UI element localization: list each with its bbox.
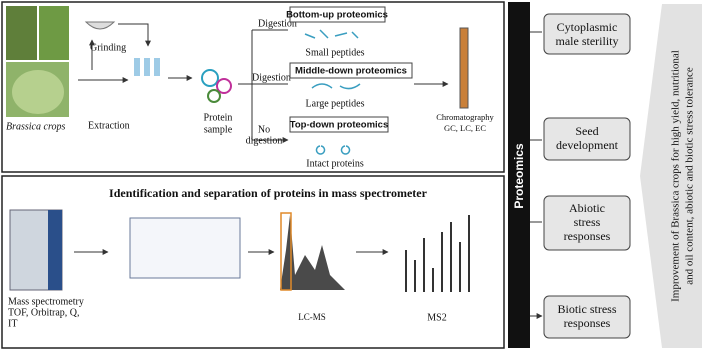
illustration [144, 58, 150, 76]
sidebar [508, 2, 530, 348]
connector [84, 21, 116, 30]
lcms-label: LC-MS [298, 312, 326, 322]
illustration [280, 212, 292, 291]
digestion-label: Digestion [258, 18, 297, 29]
top-panel: Brassica crops Grinding Extraction Prote… [1, 1, 505, 173]
illustration [1, 1, 505, 173]
connector [405, 215, 470, 292]
application: Seed [575, 124, 598, 138]
illustration [1, 175, 505, 349]
connector [280, 215, 345, 290]
panel-title: Identification and separation of protein… [109, 186, 428, 200]
connector [238, 29, 288, 140]
connector [118, 23, 151, 47]
illustration [129, 217, 241, 279]
illustration [39, 6, 69, 60]
illustration [543, 117, 631, 161]
crops-label: Brassica crops [6, 121, 65, 132]
extraction-label: Extraction [88, 120, 130, 131]
application: Biotic stress [558, 302, 617, 316]
illustration [154, 58, 160, 76]
illustration [216, 78, 232, 94]
application: responses [564, 316, 611, 330]
outcome-text: Improvement of Brassica crops for high y… [670, 50, 682, 302]
method-box: Bottom-up proteomics [286, 10, 388, 21]
protein-sample-label: Protein [204, 112, 233, 123]
connector [304, 29, 361, 155]
illustration [134, 58, 140, 76]
connector [530, 31, 542, 316]
ms2-label: MS2 [427, 312, 446, 323]
illustration [201, 69, 219, 87]
digestion-label: Digestion [252, 72, 291, 83]
application: development [556, 138, 619, 152]
ms-label: TOF, Orbitrap, Q, [8, 307, 80, 318]
product-label: Small peptides [305, 47, 364, 58]
application: responses [564, 229, 611, 243]
method-box: Middle-down proteomics [295, 66, 407, 77]
applications: Cytoplasmic male sterility Seed developm… [530, 13, 631, 339]
ms-label: Mass spectrometry [8, 296, 84, 307]
method-box: Top-down proteomics [290, 120, 389, 131]
illustration [289, 62, 413, 79]
illustration [289, 116, 389, 133]
illustration [6, 6, 37, 60]
illustration [543, 195, 631, 251]
protein-sample-label: sample [204, 124, 233, 135]
application: Abiotic [569, 201, 605, 215]
outcome-text: and oil content, abiotic and biotic stre… [684, 67, 696, 285]
digestion-label: No [258, 124, 270, 135]
chromatography-label: Chromatography [436, 112, 494, 122]
application: stress [574, 215, 601, 229]
illustration [12, 70, 64, 114]
bottom-panel: Identification and separation of protein… [1, 175, 505, 349]
application: Cytoplasmic [557, 20, 618, 34]
chromatography-label: GC, LC, EC [444, 123, 486, 133]
illustration [289, 6, 386, 23]
grinding-label: Grinding [90, 42, 126, 53]
outcome-arrow [640, 4, 702, 348]
illustration [543, 295, 631, 339]
product-label: Intact proteins [306, 158, 364, 169]
product-label: Large peptides [306, 98, 365, 109]
sidebar-label: Proteomics [512, 143, 526, 209]
digestion-label: digestion [246, 135, 283, 146]
application: male sterility [556, 34, 619, 48]
illustration [48, 210, 62, 290]
ms-label: IT [8, 318, 17, 329]
illustration [459, 27, 469, 109]
illustration [207, 89, 221, 103]
illustration [543, 13, 631, 55]
